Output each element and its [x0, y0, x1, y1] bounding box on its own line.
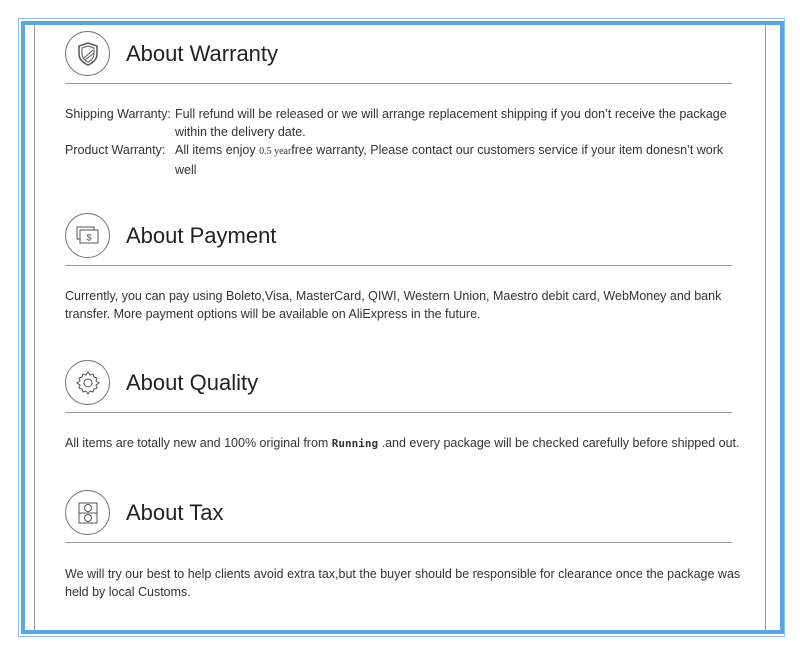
tax-document-icon [65, 490, 110, 535]
section-title: About Quality [126, 370, 259, 395]
text: All items enjoy [175, 143, 260, 157]
section-payment: $ About Payment Currently, you can pay u… [65, 213, 745, 321]
section-title: About Tax [126, 500, 224, 525]
text: .and every package will be checked caref… [378, 436, 740, 450]
text: free warranty, Please contact our custom… [175, 143, 724, 177]
shield-icon [65, 31, 110, 76]
money-bills-icon: $ [65, 213, 110, 258]
section-title: About Warranty [126, 41, 279, 66]
section-quality: About Quality All items are totally new … [65, 360, 745, 450]
shipping-warranty-text: Full refund will be released or we will … [175, 107, 727, 139]
divider [65, 265, 732, 266]
divider [65, 83, 732, 84]
product-warranty-label: Product Warranty: [65, 143, 166, 157]
quality-text: All items are totally new and 100% origi… [65, 434, 739, 453]
brand-name: Running [331, 437, 379, 450]
section-tax: About Tax We will try our best to help c… [65, 490, 745, 599]
divider [765, 25, 766, 630]
divider [34, 25, 35, 630]
svg-text:$: $ [86, 232, 91, 242]
shipping-warranty-label: Shipping Warranty: [65, 107, 171, 121]
divider [65, 542, 732, 543]
tax-text: We will try our best to help clients avo… [65, 567, 741, 599]
frame-outer [18, 18, 785, 637]
text: All items are totally new and 100% origi… [65, 436, 332, 450]
product-warranty-text: All items enjoy 0.5 yearfree warranty, P… [175, 141, 745, 179]
gear-icon [65, 360, 110, 405]
frame-border [21, 21, 784, 634]
divider [65, 412, 732, 413]
section-title: About Payment [126, 223, 277, 248]
warranty-period: 0.5 year [259, 146, 292, 157]
payment-text: Currently, you can pay using Boleto,Visa… [65, 289, 722, 321]
section-warranty: About Warranty Shipping Warranty: Full re… [65, 31, 745, 177]
